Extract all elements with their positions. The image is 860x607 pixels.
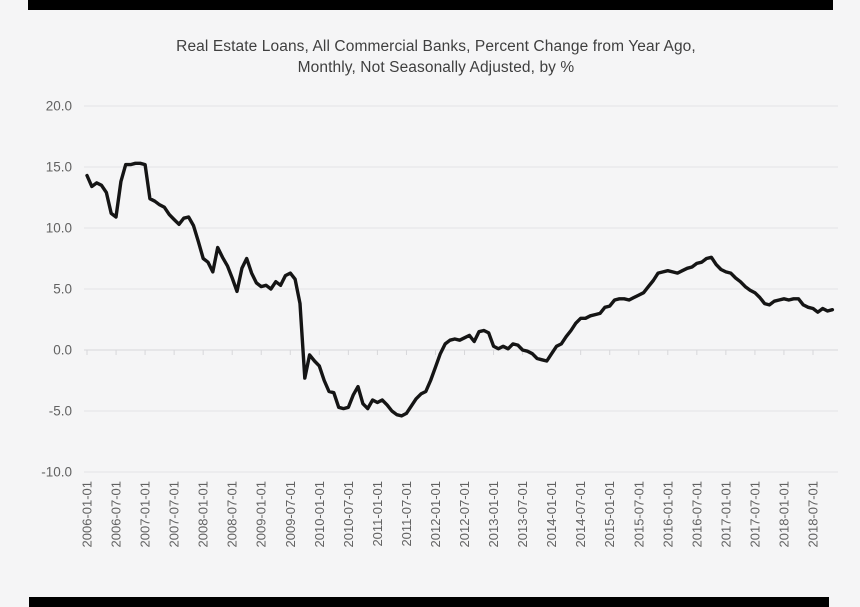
x-tick-label-2017-07-01: 2017-07-01 [747, 481, 762, 548]
x-tick-label-2013-01-01: 2013-01-01 [486, 481, 501, 548]
letterbox-bar-top [28, 0, 833, 10]
y-tick-label--10.0: -10.0 [41, 465, 72, 480]
y-tick-label-5.0: 5.0 [53, 282, 72, 297]
letterbox-bar-bottom [29, 597, 829, 607]
zero-axis-ticks [86, 350, 814, 355]
x-tick-label-2011-07-01: 2011-07-01 [399, 481, 414, 547]
x-tick-label-2006-01-01: 2006-01-01 [80, 481, 95, 548]
x-tick-label-2009-07-01: 2009-07-01 [283, 481, 298, 548]
x-tick-label-2010-07-01: 2010-07-01 [341, 481, 356, 548]
y-tick-label-15.0: 15.0 [46, 160, 72, 175]
x-tick-label-2016-01-01: 2016-01-01 [660, 481, 675, 548]
series-line [85, 161, 835, 418]
x-tick-label-2013-07-01: 2013-07-01 [515, 481, 530, 548]
y-tick-label-10.0: 10.0 [46, 221, 72, 236]
x-tick-label-2012-07-01: 2012-07-01 [457, 481, 472, 548]
y-tick-label--5.0: -5.0 [49, 404, 72, 419]
x-tick-label-2009-01-01: 2009-01-01 [254, 481, 269, 548]
y-axis-labels: 20.0 15.0 10.0 5.0 0.0 -5.0 -10.0 [41, 99, 72, 480]
x-tick-label-2006-07-01: 2006-07-01 [109, 481, 124, 548]
x-tick-label-2017-01-01: 2017-01-01 [718, 481, 733, 548]
x-tick-label-2014-01-01: 2014-01-01 [544, 481, 559, 548]
chart-title: Real Estate Loans, All Commercial Banks,… [0, 36, 860, 78]
x-tick-label-2011-01-01: 2011-01-01 [370, 481, 385, 547]
x-tick-label-2016-07-01: 2016-07-01 [689, 481, 704, 548]
x-tick-label-2007-07-01: 2007-07-01 [167, 481, 182, 548]
x-tick-label-2008-01-01: 2008-01-01 [196, 481, 211, 548]
x-tick-label-2008-07-01: 2008-07-01 [225, 481, 240, 548]
x-tick-label-2007-01-01: 2007-01-01 [138, 481, 153, 548]
y-tick-label-20.0: 20.0 [46, 99, 72, 114]
y-tick-label-0.0: 0.0 [53, 343, 72, 358]
chart-title-line2: Monthly, Not Seasonally Adjusted, by % [297, 59, 575, 76]
gridlines [84, 105, 838, 473]
x-tick-label-2018-01-01: 2018-01-01 [776, 481, 791, 548]
x-tick-label-2018-07-01: 2018-07-01 [806, 481, 821, 548]
x-tick-label-2015-01-01: 2015-01-01 [602, 481, 617, 548]
chart-title-line1: Real Estate Loans, All Commercial Banks,… [176, 38, 696, 55]
x-axis-labels: 2006-01-01 2006-07-01 2007-01-01 2007-07-01… [80, 481, 821, 548]
x-tick-label-2012-01-01: 2012-01-01 [428, 481, 443, 548]
x-tick-label-2015-07-01: 2015-07-01 [631, 481, 646, 548]
x-tick-label-2014-07-01: 2014-07-01 [573, 481, 588, 548]
x-tick-label-2010-01-01: 2010-01-01 [312, 481, 327, 548]
